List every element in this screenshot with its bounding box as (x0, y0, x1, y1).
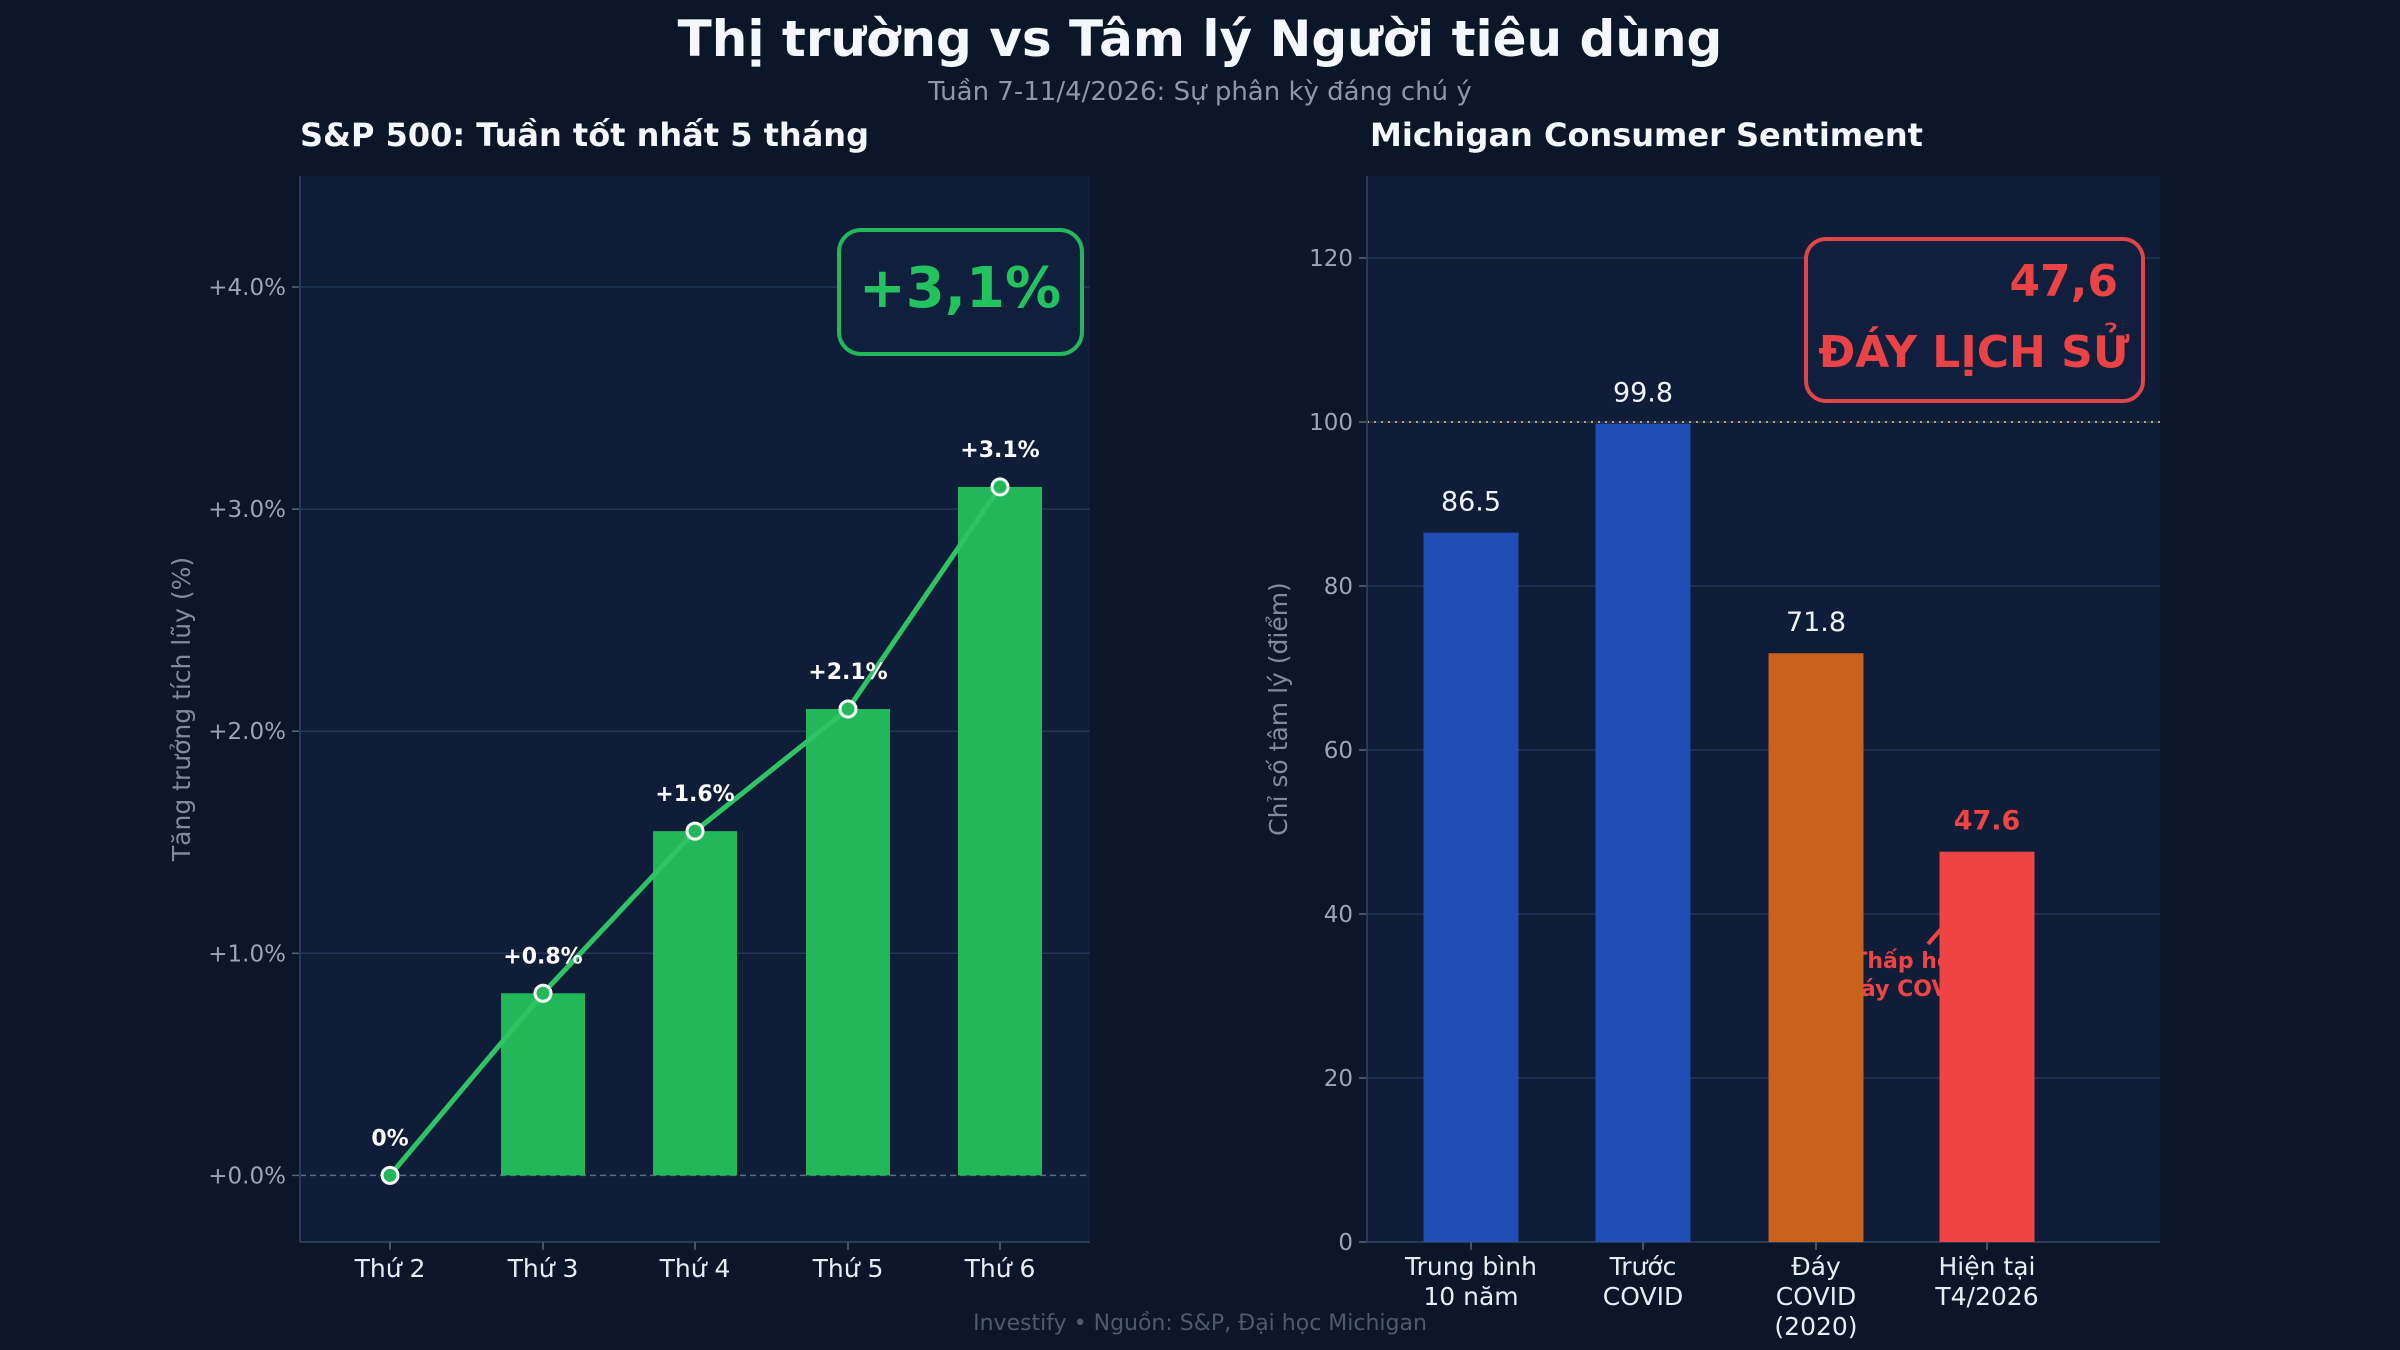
michigan-chart: Michigan Consumer Sentiment Chỉ số tâm l… (1264, 116, 2160, 1341)
x-tick-label: Trước (1609, 1252, 1677, 1281)
y-tick-label: 20 (1324, 1066, 1353, 1092)
figure-title: Thị trường vs Tâm lý Người tiêu dùng (678, 10, 1723, 68)
y-axis-label: Tăng trưởng tích lũy (%) (167, 557, 196, 862)
callout-box (1804, 237, 2145, 403)
line-point (533, 983, 553, 1003)
sp500-chart: S&P 500: Tuần tốt nhất 5 tháng Tăng trưở… (167, 116, 1090, 1283)
chart-title: S&P 500: Tuần tốt nhất 5 tháng (300, 116, 869, 154)
x-tick-label: Thứ 2 (354, 1254, 426, 1283)
x-tick-label: COVID (1776, 1282, 1856, 1311)
x-tick-label: COVID (1603, 1282, 1683, 1311)
x-tick-label: Thứ 5 (812, 1254, 884, 1283)
x-tick-label: Đáy (1791, 1252, 1841, 1281)
y-tick-label: 0 (1338, 1230, 1353, 1256)
y-tick-label: 60 (1324, 738, 1353, 764)
y-tick-label: +2.0% (208, 719, 286, 745)
y-tick-label: +3.0% (208, 497, 286, 523)
data-label: +3.1% (960, 438, 1039, 463)
footer-source: Investify • Nguồn: S&P, Đại học Michigan (973, 1311, 1427, 1336)
line-point (685, 821, 705, 841)
x-tick-label: Thứ 4 (659, 1254, 731, 1283)
x-tick-label: Trung bình (1404, 1252, 1537, 1281)
x-tick-label: 10 năm (1423, 1282, 1518, 1311)
data-label: +2.1% (808, 660, 887, 685)
bar (653, 831, 737, 1176)
y-tick-label: 120 (1309, 246, 1353, 272)
chart-title: Michigan Consumer Sentiment (1370, 116, 1923, 154)
y-tick-label: 80 (1324, 574, 1353, 600)
data-label: 71.8 (1786, 607, 1846, 638)
x-tick-label: (2020) (1774, 1312, 1857, 1341)
callout-text: ĐÁY LỊCH SỬ (1818, 321, 2129, 378)
data-label: 99.8 (1613, 378, 1673, 409)
bar (806, 709, 890, 1176)
data-label: +0.8% (503, 944, 582, 969)
bar (1939, 851, 2035, 1242)
y-tick-label: +0.0% (208, 1163, 286, 1189)
data-label: 86.5 (1441, 487, 1501, 518)
data-label: +1.6% (655, 782, 734, 807)
bar (958, 486, 1042, 1176)
y-axis-label: Chỉ số tâm lý (điểm) (1264, 582, 1293, 836)
figure-subtitle: Tuần 7-11/4/2026: Sự phân kỳ đáng chú ý (927, 77, 1472, 107)
x-tick-label: T4/2026 (1934, 1282, 2038, 1311)
data-label: 47.6 (1954, 806, 2021, 837)
bar (501, 993, 585, 1176)
callout-box (837, 228, 1084, 356)
x-tick-label: Hiện tại (1939, 1252, 2036, 1281)
data-label: 0% (371, 1126, 408, 1151)
bar (1595, 423, 1691, 1242)
callout-value: 47,6 (2009, 256, 2118, 307)
y-tick-label: +1.0% (208, 941, 286, 967)
y-tick-label: +4.0% (208, 275, 286, 301)
y-tick-label: 100 (1309, 410, 1353, 436)
line-point (380, 1165, 400, 1185)
bar (1768, 653, 1864, 1242)
bar (1423, 532, 1519, 1242)
x-tick-label: Thứ 6 (964, 1254, 1036, 1283)
x-tick-label: Thứ 3 (507, 1254, 579, 1283)
line-point (990, 477, 1010, 497)
callout-value: +3,1% (859, 256, 1061, 321)
line-point (838, 699, 858, 719)
y-tick-label: 40 (1324, 902, 1353, 928)
